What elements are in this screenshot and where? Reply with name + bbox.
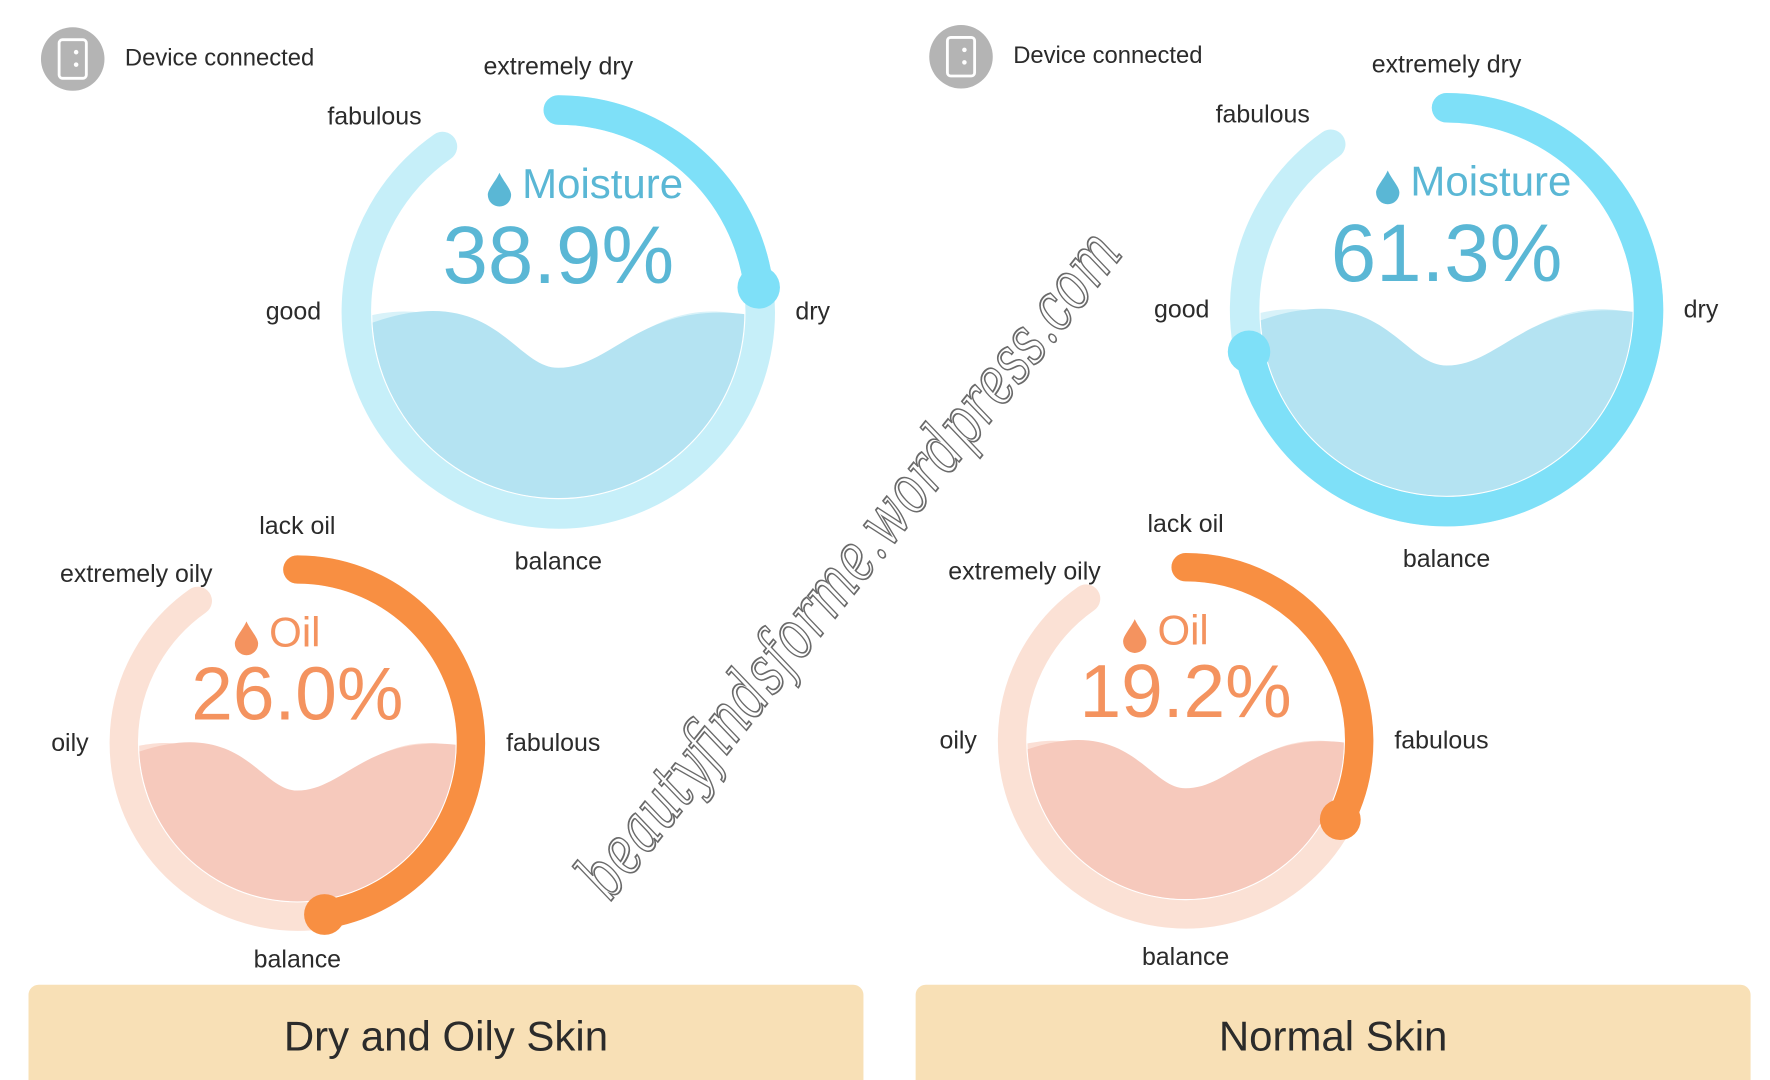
device-status: Device connected bbox=[1013, 42, 1202, 69]
gauge-arc bbox=[1171, 553, 1374, 834]
drop-icon bbox=[1376, 170, 1400, 205]
label-top: extremely dry bbox=[483, 53, 633, 81]
label-top: lack oil bbox=[259, 512, 335, 540]
result-box bbox=[28, 984, 864, 1080]
device-icon-dot bbox=[73, 49, 79, 55]
device-status: Device connected bbox=[125, 44, 314, 71]
device-icon-dot bbox=[73, 62, 79, 67]
gauge-title: Oil bbox=[269, 609, 320, 656]
label-left: oily bbox=[939, 727, 977, 755]
gauge-knob bbox=[1319, 799, 1361, 841]
label-upper-left: extremely oily bbox=[948, 557, 1101, 585]
gauge-value: 38.9% bbox=[442, 210, 674, 301]
label-right: fabulous bbox=[1394, 727, 1488, 755]
label-bottom: balance bbox=[254, 945, 341, 973]
gauge-knob bbox=[1227, 330, 1271, 373]
device-icon-dot bbox=[962, 60, 967, 65]
result-box bbox=[915, 984, 1751, 1080]
label-upper-left: extremely oily bbox=[60, 560, 213, 588]
water-front bbox=[372, 311, 745, 499]
gauge-arc bbox=[283, 555, 486, 929]
drop-icon bbox=[234, 621, 259, 656]
label-top: lack oil bbox=[1148, 510, 1224, 538]
gauge-value: 61.3% bbox=[1331, 208, 1563, 299]
label-right: fabulous bbox=[506, 729, 600, 757]
device-icon-dot bbox=[962, 47, 967, 53]
gauge-knob bbox=[737, 266, 780, 309]
gauge-knob bbox=[304, 894, 345, 935]
device-icon bbox=[40, 27, 105, 91]
gauge-arc bbox=[1234, 93, 1664, 527]
water-front bbox=[1260, 308, 1633, 496]
label-left: oily bbox=[51, 729, 89, 757]
device-icon-phone bbox=[945, 36, 977, 78]
gauge-title: Oil bbox=[1157, 606, 1208, 653]
result-text: Dry and Oily Skin bbox=[284, 1012, 608, 1059]
label-top: extremely dry bbox=[1372, 50, 1522, 78]
label-bottom: balance bbox=[1142, 943, 1229, 971]
drop-icon bbox=[487, 172, 512, 207]
water-front bbox=[1027, 740, 1344, 900]
drop-icon bbox=[1123, 619, 1147, 653]
label-upper-left: fabulous bbox=[327, 103, 421, 131]
gauge-value: 19.2% bbox=[1079, 649, 1291, 733]
label-right: dry bbox=[1684, 295, 1719, 323]
label-left: good bbox=[1154, 295, 1209, 323]
device-icon bbox=[929, 24, 993, 89]
water-front bbox=[139, 742, 456, 902]
gauge-title: Moisture bbox=[1410, 158, 1571, 205]
label-right: dry bbox=[795, 298, 830, 326]
gauge-value: 26.0% bbox=[191, 651, 403, 735]
label-upper-left: fabulous bbox=[1216, 100, 1310, 128]
label-bottom: balance bbox=[515, 547, 602, 575]
gauge-arc bbox=[543, 95, 774, 303]
device-icon-phone bbox=[57, 38, 88, 80]
label-bottom: balance bbox=[1403, 545, 1490, 573]
result-text: Normal Skin bbox=[1219, 1012, 1448, 1059]
gauge-title: Moisture bbox=[522, 160, 683, 207]
label-left: good bbox=[266, 298, 321, 326]
